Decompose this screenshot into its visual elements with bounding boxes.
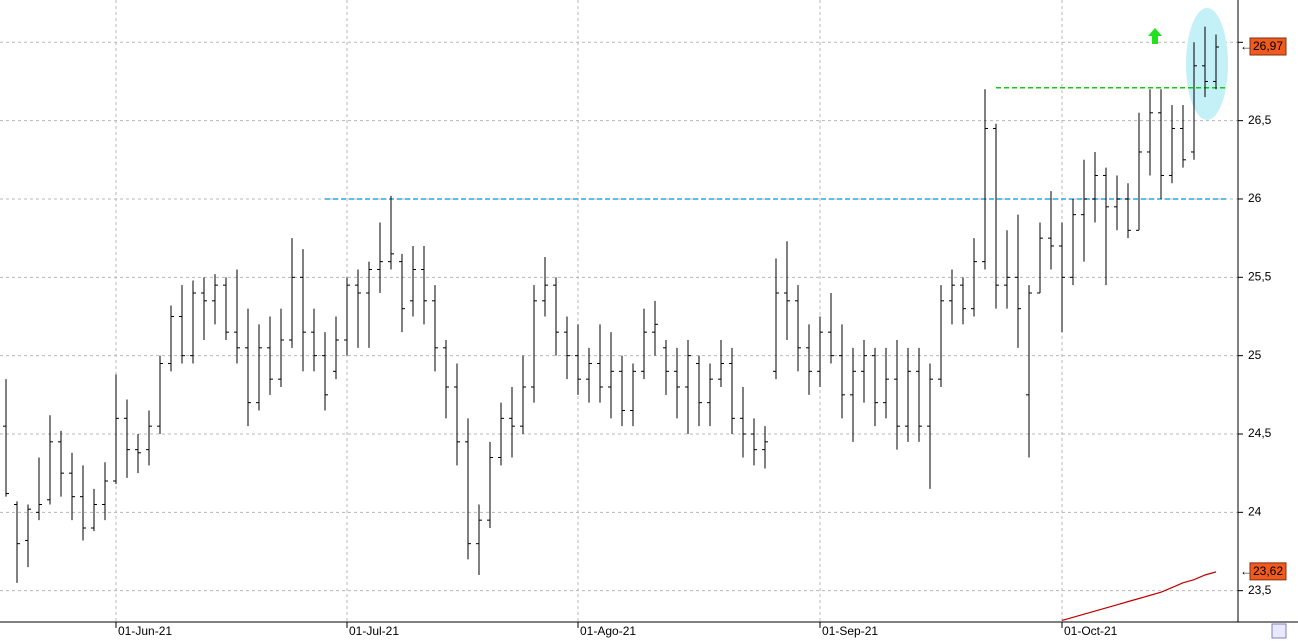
up-arrow bbox=[1148, 28, 1162, 44]
x-tick-label: 01-Sep-21 bbox=[822, 624, 878, 638]
x-tick-label: 01-Jul-21 bbox=[349, 624, 399, 638]
moving-average-line bbox=[1061, 571, 1217, 622]
x-tick-label: 01-Oct-21 bbox=[1064, 624, 1118, 638]
highlight-ellipse bbox=[1186, 8, 1228, 120]
ma-price-tag bbox=[1249, 562, 1287, 581]
ma-price-label: 23,62 bbox=[1253, 564, 1283, 578]
y-tick-label: 25,5 bbox=[1248, 269, 1272, 283]
x-tick-label: 01-Ago-21 bbox=[580, 624, 636, 638]
last-price-pointer: ← bbox=[1240, 39, 1252, 53]
y-tick-label: 24,5 bbox=[1248, 426, 1272, 440]
last-price-label: 26,97 bbox=[1253, 39, 1283, 53]
last-price-tag bbox=[1249, 37, 1287, 56]
y-tick-label: 26,5 bbox=[1248, 113, 1272, 127]
y-tick-label: 24 bbox=[1248, 504, 1262, 518]
y-tick-label: 25 bbox=[1248, 348, 1262, 362]
x-tick-label: 01-Jun-21 bbox=[118, 624, 172, 638]
y-tick-label: 23,5 bbox=[1248, 583, 1272, 597]
corner-icon[interactable] bbox=[1271, 623, 1287, 639]
ma-price-pointer: ← bbox=[1240, 564, 1252, 578]
y-tick-label: 26 bbox=[1248, 191, 1262, 205]
